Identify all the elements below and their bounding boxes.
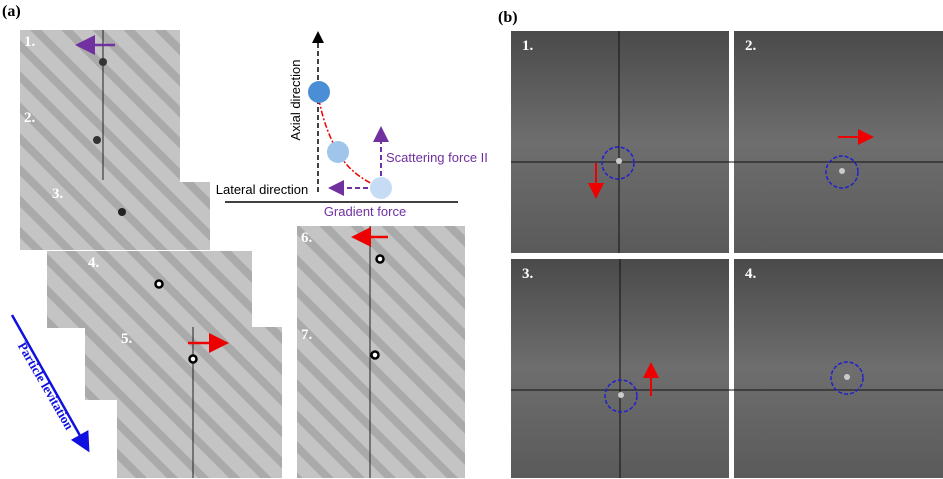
particle xyxy=(377,256,384,263)
frame-label: 2. xyxy=(745,38,757,54)
frame-image xyxy=(297,323,465,478)
frame-label: 4. xyxy=(745,266,757,282)
frame-label: 7. xyxy=(301,327,313,343)
figure: (a) 1. 2. 3. 4. 5. 6. 7. xyxy=(0,0,943,479)
force-label: Gradient force xyxy=(324,204,406,219)
frame-label: 1. xyxy=(522,38,534,54)
frames-b: 1. 2. 3. 4. xyxy=(511,31,943,478)
frame-image xyxy=(734,31,943,253)
frame-image xyxy=(511,31,729,253)
particle xyxy=(618,392,624,398)
particle xyxy=(156,281,163,288)
force-label: Scattering force II xyxy=(386,150,488,165)
trajectory xyxy=(319,100,381,188)
particle xyxy=(99,58,107,66)
particle xyxy=(839,168,845,174)
frames-a: 1. 2. 3. 4. 5. 6. 7. xyxy=(20,30,465,478)
frame-image xyxy=(47,182,210,250)
frame-image xyxy=(47,251,252,328)
panel-label: (a) xyxy=(2,3,21,20)
particle-position xyxy=(370,177,392,199)
frame-image xyxy=(85,327,117,400)
particle xyxy=(190,356,197,363)
frame-label: 6. xyxy=(301,230,313,246)
frame-label: 3. xyxy=(522,266,534,282)
frame-image xyxy=(297,226,465,323)
axis-label: Lateral direction xyxy=(216,182,309,197)
force-diagram: Axial direction Lateral direction Gradie… xyxy=(216,34,488,219)
axis-label: Axial direction xyxy=(288,60,303,141)
frame-image xyxy=(734,259,943,478)
arrow-label: Particle levitation xyxy=(15,339,78,433)
particle xyxy=(118,208,126,216)
frame-label: 1. xyxy=(24,34,36,50)
frame-label: 3. xyxy=(52,186,64,202)
particle xyxy=(616,158,622,164)
frame-label: 2. xyxy=(24,110,36,126)
panel-label: (b) xyxy=(498,9,518,26)
particle xyxy=(372,352,379,359)
particle xyxy=(93,136,101,144)
particle-position xyxy=(327,141,349,163)
particle-position xyxy=(308,81,330,103)
frame-label: 4. xyxy=(88,255,100,271)
frame-label: 5. xyxy=(121,331,133,347)
frame-image xyxy=(117,327,282,478)
particle xyxy=(844,374,850,380)
frame-image xyxy=(20,30,180,110)
